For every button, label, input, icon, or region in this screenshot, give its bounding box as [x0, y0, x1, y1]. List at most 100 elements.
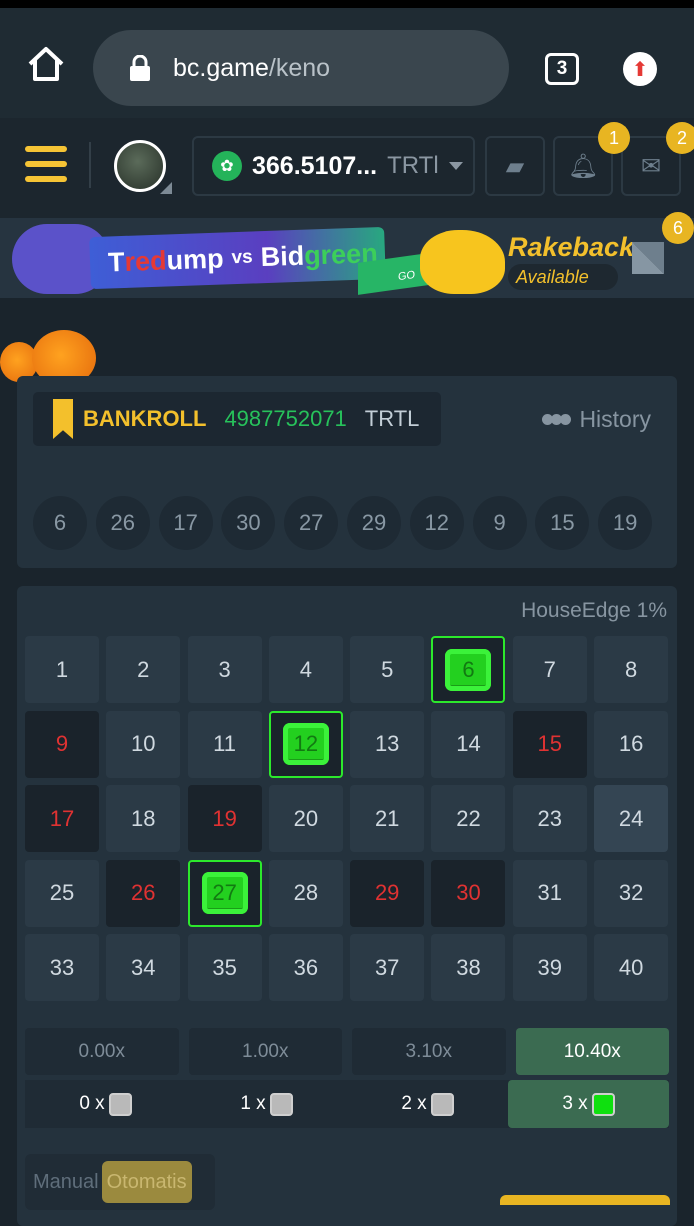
notifications-badge: 1: [598, 122, 630, 154]
wallet-button[interactable]: ▰: [485, 136, 545, 196]
gem-icon: 12: [282, 723, 329, 765]
url-path: /keno: [268, 53, 331, 82]
keno-cell-9[interactable]: 9: [25, 710, 99, 778]
bankroll-currency: TRTL: [364, 406, 420, 431]
keno-cell-4[interactable]: 4: [268, 636, 343, 703]
keno-cell-25[interactable]: 25: [25, 859, 99, 927]
mode-manual-tab[interactable]: Manual: [33, 1171, 99, 1193]
keno-board-panel: HouseEdge 1% 1 2 3 4 5 6 7 8 9 10 11 12 13 14 15 16 17 18…: [17, 586, 677, 1226]
rakeback-title[interactable]: Rakeback: [508, 232, 635, 262]
pumpkin-icon: [0, 342, 38, 382]
hit-count-label: 1 x: [240, 1093, 266, 1114]
status-bar: [0, 0, 694, 8]
history-button[interactable]: History: [542, 406, 651, 433]
promo-title-part: vs: [231, 246, 254, 269]
mode-auto-tab[interactable]: Otomatis: [101, 1161, 192, 1203]
keno-cell-10[interactable]: 10: [106, 710, 181, 778]
gem-icon: [108, 1092, 132, 1116]
keno-cell-2[interactable]: 2: [106, 636, 181, 703]
keno-cell-6[interactable]: 6: [431, 636, 506, 703]
history-ball: 15: [535, 496, 590, 550]
keno-cell-16[interactable]: 16: [594, 710, 669, 778]
avatar[interactable]: [114, 140, 166, 192]
gem-icon: [269, 1092, 293, 1116]
keno-cell-18[interactable]: 18: [106, 785, 181, 852]
keno-cell-11[interactable]: 11: [187, 710, 262, 778]
keno-cell-19[interactable]: 19: [187, 785, 262, 852]
url-host: bc.game: [173, 53, 269, 82]
bankroll-panel: BANKROLL 4987752071 TRTL History 6 26 17 30…: [17, 376, 677, 568]
keno-cell-22[interactable]: 22: [431, 785, 506, 852]
menu-icon[interactable]: [25, 146, 67, 191]
keno-cell-27[interactable]: 27: [187, 859, 262, 927]
balance-currency: TRTl: [387, 152, 439, 179]
history-ball: 6: [33, 496, 87, 550]
app-header: ✿ 366.5107... TRTl ▰ 🔔︎ ✉ 1 2: [0, 118, 694, 218]
keno-cell-38[interactable]: 38: [431, 934, 506, 1001]
home-icon[interactable]: [26, 44, 66, 84]
house-edge: HouseEdge 1%: [521, 599, 667, 622]
keno-cell-15[interactable]: 15: [512, 710, 587, 778]
hit-count-cell: 2 x: [347, 1080, 508, 1128]
promo-title-part: Bid: [260, 240, 305, 272]
keno-cell-30[interactable]: 30: [431, 859, 506, 927]
bankroll-value: 4987752071: [224, 406, 347, 431]
wallet-icon: ▰: [505, 152, 525, 180]
multiplier-row: 0.00x 1.00x 3.10x 10.40x: [25, 1028, 669, 1075]
keno-cell-1[interactable]: 1: [25, 636, 99, 703]
bet-button[interactable]: [500, 1195, 670, 1205]
hit-count-cell: 1 x: [186, 1080, 347, 1128]
keno-cell-13[interactable]: 13: [350, 710, 425, 778]
tab-switcher-button[interactable]: 3: [545, 53, 579, 85]
keno-cell-8[interactable]: 8: [594, 636, 669, 703]
balance-selector[interactable]: ✿ 366.5107... TRTl: [192, 136, 475, 196]
rakeback-available: Available: [508, 264, 618, 290]
keno-cell-21[interactable]: 21: [350, 785, 425, 852]
keno-cell-24[interactable]: 24: [594, 785, 669, 852]
keno-cell-23[interactable]: 23: [512, 785, 587, 852]
keno-cell-3[interactable]: 3: [187, 636, 262, 703]
keno-cell-28[interactable]: 28: [268, 859, 343, 927]
keno-cell-31[interactable]: 31: [512, 859, 587, 927]
keno-cell-33[interactable]: 33: [25, 934, 99, 1001]
hit-count-cell: 3 x: [508, 1080, 669, 1128]
update-icon[interactable]: ⬆: [623, 52, 657, 86]
keno-cell-5[interactable]: 5: [350, 636, 425, 703]
keno-cell-17[interactable]: 17: [25, 785, 99, 852]
piggy-bank-icon: [420, 230, 505, 294]
keno-cell-35[interactable]: 35: [187, 934, 262, 1001]
keno-cell-34[interactable]: 34: [106, 934, 181, 1001]
banner-badge: 6: [662, 212, 694, 244]
keno-cell-32[interactable]: 32: [594, 859, 669, 927]
gem-icon: 6: [445, 648, 492, 691]
keno-cell-39[interactable]: 39: [512, 934, 587, 1001]
hit-count-label: 0 x: [79, 1093, 105, 1114]
keno-cell-14[interactable]: 14: [431, 710, 506, 778]
keno-cell-7[interactable]: 7: [512, 636, 587, 703]
messages-badge: 2: [666, 122, 694, 154]
keno-cell-36[interactable]: 36: [268, 934, 343, 1001]
bookmark-icon: [53, 399, 73, 439]
keno-cell-12[interactable]: 12: [268, 710, 343, 778]
promo-title-part: red: [124, 244, 168, 277]
gem-icon: [591, 1092, 615, 1116]
url-bar[interactable]: bc.game/keno: [93, 30, 509, 106]
promo-title-part: T: [107, 246, 126, 278]
multiplier-cell: 1.00x: [188, 1028, 342, 1075]
notifications-button[interactable]: 🔔︎: [553, 136, 613, 196]
messages-button[interactable]: ✉: [621, 136, 681, 196]
keno-cell-26[interactable]: 26: [106, 859, 181, 927]
keno-grid: 1 2 3 4 5 6 7 8 9 10 11 12 13 14 15 16 17 18 19 20 21 22 23 24 2…: [25, 636, 669, 1001]
keno-cell-40[interactable]: 40: [594, 934, 669, 1001]
keno-cell-37[interactable]: 37: [350, 934, 425, 1001]
history-ball: 9: [472, 496, 527, 550]
chevron-down-icon: [448, 162, 463, 170]
browser-toolbar: bc.game/keno 3 ⬆: [0, 8, 694, 118]
turtlecoin-icon: ✿: [212, 151, 242, 181]
multiplier-cell: 10.40x: [515, 1028, 669, 1075]
history-balls: 6 26 17 30 27 29 12 9 15 19: [33, 496, 661, 550]
keno-cell-20[interactable]: 20: [268, 785, 343, 852]
keno-cell-29[interactable]: 29: [350, 859, 425, 927]
